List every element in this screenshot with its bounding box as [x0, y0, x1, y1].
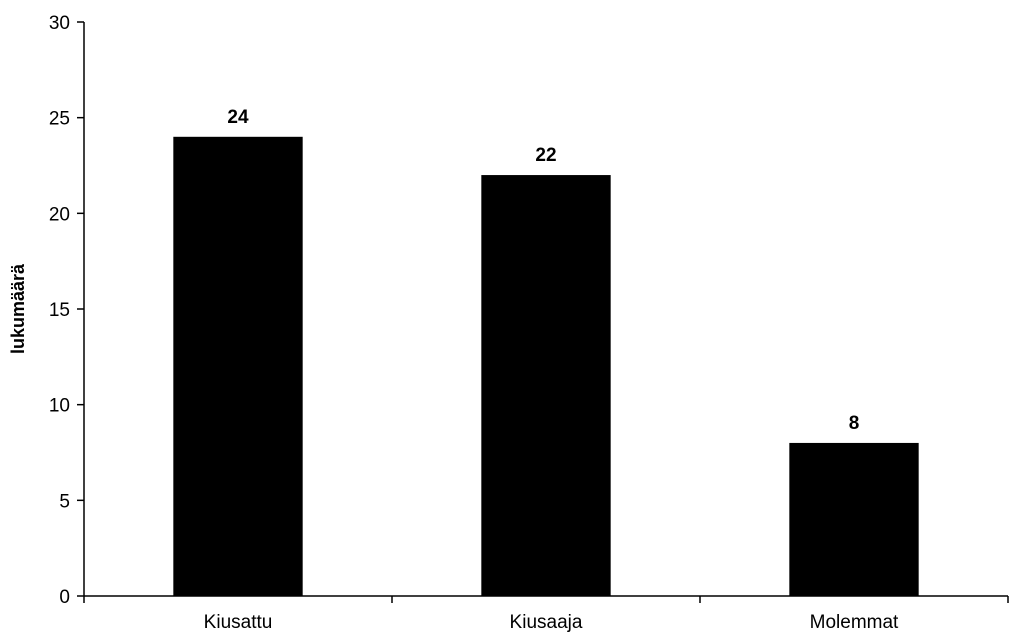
y-axis: 0 5 10 15 20 25 30 — [49, 13, 85, 608]
y-tick-label: 10 — [49, 396, 70, 417]
bars — [173, 136, 919, 597]
y-tick-label: 15 — [49, 300, 70, 321]
y-ticks: 0 5 10 15 20 25 30 — [49, 13, 84, 608]
bar — [789, 442, 919, 596]
data-label: 22 — [535, 145, 556, 166]
x-axis — [83, 595, 1009, 603]
bar — [173, 136, 303, 597]
y-tick-label: 30 — [49, 13, 70, 34]
bar — [481, 175, 611, 597]
x-ticks — [83, 596, 1009, 603]
data-labels: 24 22 8 — [227, 107, 859, 434]
y-tick-label: 5 — [59, 491, 70, 512]
y-tick-label: 20 — [49, 204, 70, 225]
category-label: Kiusattu — [204, 612, 273, 633]
data-label: 24 — [227, 107, 249, 128]
y-axis-title: lukumäärä — [8, 263, 28, 354]
category-label: Molemmat — [810, 612, 899, 633]
data-label: 8 — [849, 413, 860, 434]
y-tick-label: 25 — [49, 109, 70, 130]
category-label: Kiusaaja — [510, 612, 583, 633]
y-tick-label: 0 — [59, 587, 70, 608]
category-labels: Kiusattu Kiusaaja Molemmat — [204, 612, 899, 633]
